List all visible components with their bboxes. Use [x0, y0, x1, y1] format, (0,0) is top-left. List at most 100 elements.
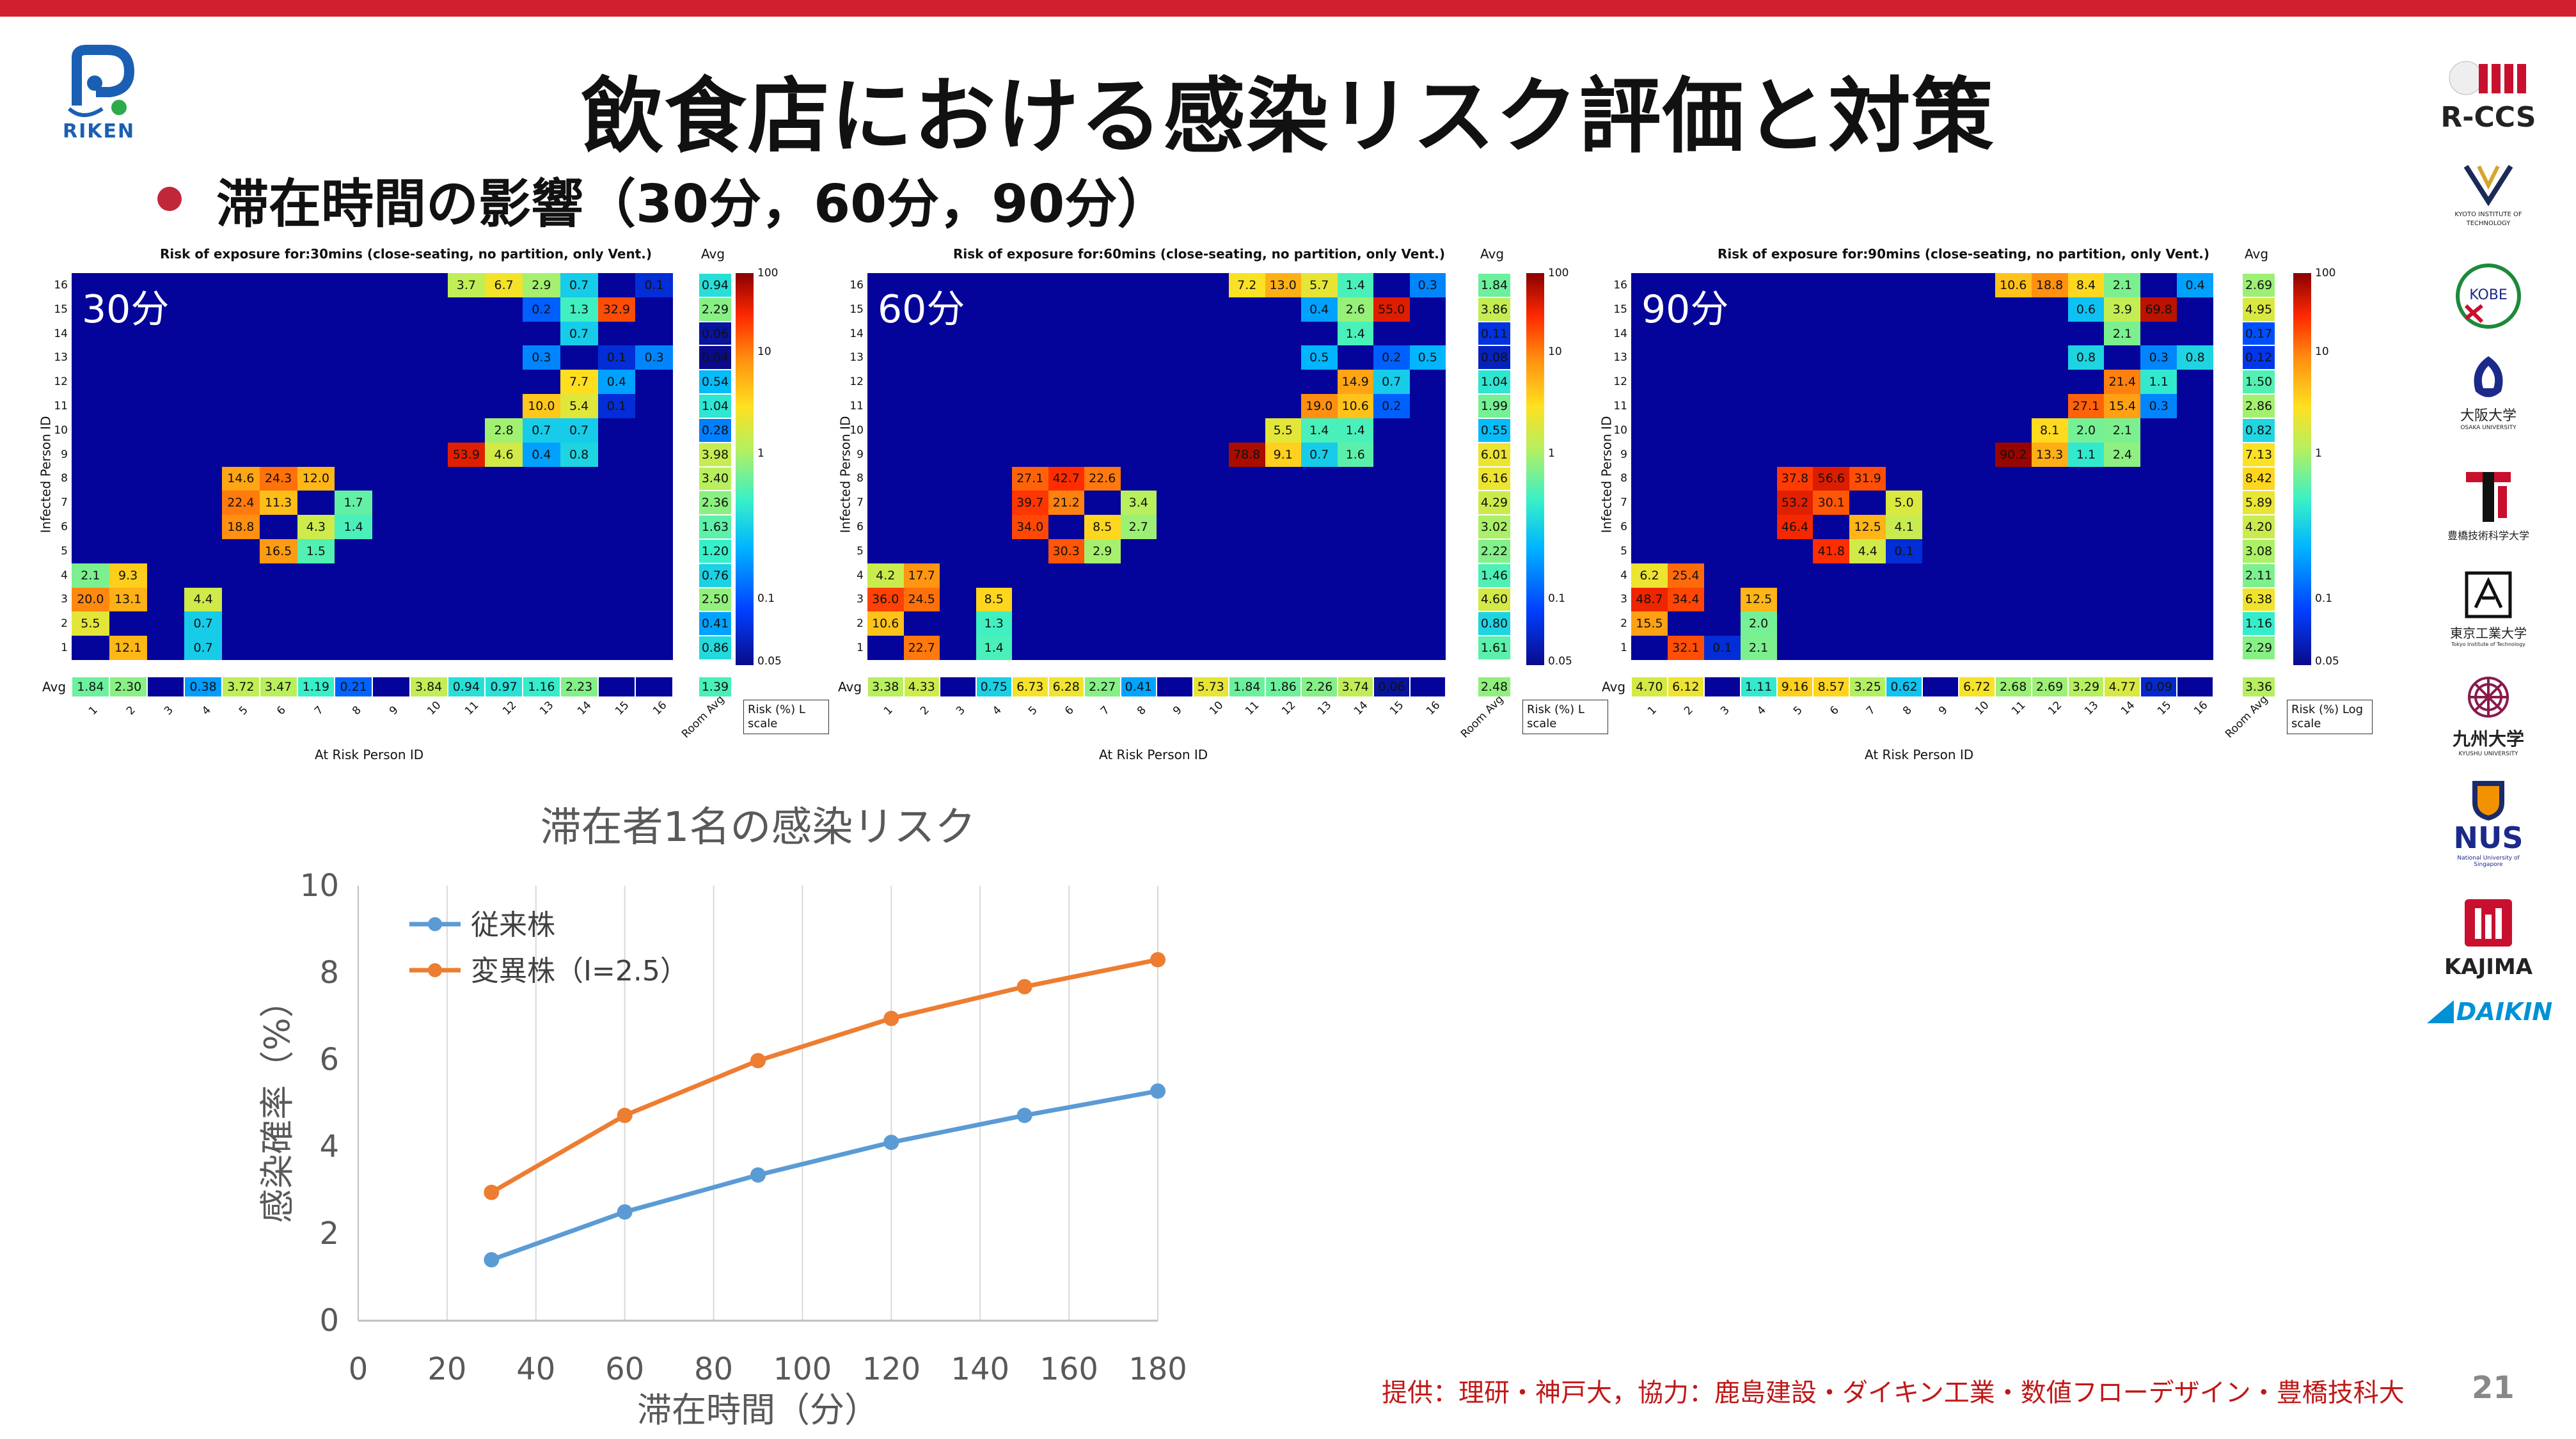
legend-label-1: 従来株 [471, 909, 555, 941]
series-point-1 [750, 1167, 766, 1183]
x-tick-label: 13 [1315, 698, 1334, 718]
x-tick-label: 16 [1423, 698, 1443, 718]
heatmap-ylabel: Infected Person ID [1599, 416, 1615, 533]
y-tick-label: 12 [849, 375, 864, 389]
column-average-cell: 6.28 [1048, 677, 1084, 697]
heatmap-cell: 32.1 [1667, 636, 1704, 660]
column-average-row: 3.38 4.33 0.75 6.73 6.28 2.27 0.41 5.73 1.84 1.86… [867, 677, 1446, 697]
column-average-cell [597, 677, 636, 697]
y-tick-label: 10 [849, 423, 864, 437]
row-average-cell: 1.99 [1478, 394, 1511, 418]
row-average-cell: 4.95 [2242, 297, 2275, 322]
daikin-logo: DAIKIN [2412, 998, 2565, 1026]
column-average-cell: 1.16 [523, 677, 560, 697]
page-title: 飲食店における感染リスク評価と対策 [581, 69, 1995, 164]
rccs-logo: R-CCS [2412, 58, 2565, 134]
heatmap-cell: 2.1 [2104, 418, 2141, 443]
heatmap-cell: 0.3 [635, 345, 673, 370]
legend-label-2: 変異株（I=2.5） [471, 955, 688, 987]
heatmap-cell: 4.3 [297, 515, 335, 539]
y-tick-label: 2 [319, 1216, 339, 1252]
kobe-logo: KOBE [2412, 261, 2565, 334]
heatmap-cell: 24.3 [259, 466, 297, 491]
heatmap-cell: 4.1 [1886, 515, 1922, 539]
series-point-2 [750, 1053, 766, 1069]
y-tick-label: 2 [857, 617, 864, 631]
column-average-cell: 0.09 [2140, 677, 2177, 697]
column-average-cell: 0.62 [1886, 677, 1922, 697]
column-average-cell: 3.29 [2067, 677, 2105, 697]
heatmap-grid: 10.6 18.8 8.4 2.1 0.4 0.6 3.9 69.8 2.1 0.8 0.3 0.8 2… [1631, 273, 2213, 660]
column-average-cell: 4.33 [903, 677, 940, 697]
heatmap-grid: 3.7 6.7 2.9 0.7 0.1 0.2 1.3 32.9 0.7 0.3 0.1 0.3 7.7… [72, 273, 673, 660]
x-tick-label: 2 [1682, 704, 1696, 718]
heatmap-title: Risk of exposure for:90mins (close-seati… [1718, 246, 2209, 262]
heatmap-cell: 1.4 [1337, 273, 1373, 297]
x-tick-label: 11 [1243, 698, 1262, 718]
row-average-cell: 2.86 [2242, 394, 2275, 418]
row-average-cell: 0.17 [2242, 321, 2275, 346]
x-tick-label: 60 [605, 1351, 644, 1387]
y-tick-label: 6 [1620, 521, 1627, 534]
row-average-cell: 3.86 [1478, 297, 1511, 322]
heatmap-cell: 2.1 [2104, 321, 2141, 346]
y-tick-label: 13 [849, 351, 864, 365]
y-tick-label: 16 [54, 278, 68, 292]
col-average-label: Avg [42, 679, 67, 695]
osaka-logo: 大阪大学 OSAKA UNIVERSITY [2412, 353, 2565, 431]
column-average-cell: 5.73 [1192, 677, 1229, 697]
heatmap-cell: 12.1 [109, 636, 147, 660]
legend-marker-1 [428, 917, 442, 931]
row-average-cell: 0.04 [699, 345, 732, 370]
y-tick-label: 6 [857, 521, 864, 534]
x-tick-label: 13 [537, 698, 557, 718]
heatmap-cell: 2.0 [2067, 418, 2105, 443]
y-tick-label: 10 [300, 868, 339, 904]
heatmap-cell: 15.5 [1631, 611, 1668, 636]
x-tick-label: 180 [1128, 1351, 1187, 1387]
x-tick-label: 7 [312, 704, 326, 718]
x-tick-label: 15 [2154, 698, 2174, 718]
heatmap-cell: 3.9 [2104, 297, 2141, 322]
x-tick-label: 14 [1351, 698, 1371, 718]
row-average-cell: 0.55 [1478, 418, 1511, 443]
heatmap-cell: 53.9 [447, 442, 486, 467]
y-tick-label: 8 [1620, 472, 1627, 485]
colorbar-legend: Risk (%) Log scale [2287, 700, 2373, 734]
row-average-cell: 0.12 [2242, 345, 2275, 370]
heatmap-cell: 0.7 [1301, 442, 1338, 467]
page-number: 21 [2472, 1370, 2515, 1406]
column-average-cell [1409, 677, 1446, 697]
bullet-dot [157, 187, 182, 211]
x-tick-label: 5 [1026, 704, 1041, 718]
heatmap-cell: 3.4 [1120, 491, 1157, 515]
tokyotech-sub: Tokyo Institute of Technology [2451, 641, 2525, 647]
y-tick-label: 9 [61, 448, 68, 461]
column-average-cell: 2.26 [1301, 677, 1338, 697]
toyohashi-logo: 豊橋技術科学大学 [2412, 467, 2565, 542]
y-tick-label: 16 [849, 278, 864, 292]
riken-logo-text: RIKEN [63, 120, 136, 143]
kyoto-logo: KYOTO INSTITUTE OF TECHNOLOGY [2412, 163, 2565, 228]
heatmap-cell: 48.7 [1631, 587, 1668, 612]
x-tick-label: 20 [427, 1351, 466, 1387]
column-average-cell: 2.30 [109, 677, 147, 697]
row-average-cell: 3.98 [699, 442, 732, 467]
x-tick-label: 3 [161, 704, 176, 718]
y-tick-label: 14 [1613, 327, 1627, 340]
heatmap-cell: 2.9 [1084, 539, 1121, 563]
colorbar-legend: Risk (%) L scale [743, 700, 829, 734]
y-tick-label: 14 [54, 327, 68, 340]
room-average-cell: 2.48 [1478, 677, 1511, 697]
heatmap-cell: 5.7 [1301, 273, 1338, 297]
x-tick-label: 9 [1171, 704, 1185, 718]
y-tick-label: 11 [849, 399, 864, 413]
x-tick-label: 1 [86, 704, 101, 718]
heatmap-cell: 6.7 [485, 273, 523, 297]
heatmap-cell: 55.0 [1373, 297, 1410, 322]
y-tick-label: 11 [54, 399, 68, 413]
series-point-1 [1016, 1108, 1032, 1124]
x-tick-label: 16 [2191, 698, 2211, 718]
y-tick-label: 15 [54, 303, 68, 316]
heatmap-cell: 0.6 [2067, 297, 2105, 322]
